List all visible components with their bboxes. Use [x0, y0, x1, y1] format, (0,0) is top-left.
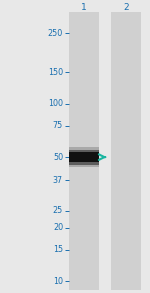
Text: 75: 75 [53, 121, 63, 130]
Text: 2: 2 [123, 3, 129, 12]
Bar [111, 12, 141, 290]
Text: 50: 50 [53, 153, 63, 162]
Bar [69, 150, 99, 165]
Text: 25: 25 [53, 206, 63, 215]
Bar [69, 12, 99, 290]
Text: 150: 150 [48, 68, 63, 77]
Text: 250: 250 [48, 28, 63, 38]
Text: 15: 15 [53, 246, 63, 254]
Bar [69, 147, 99, 167]
Text: 1: 1 [81, 3, 87, 12]
Text: 100: 100 [48, 99, 63, 108]
Text: 10: 10 [53, 277, 63, 286]
Text: 37: 37 [53, 176, 63, 185]
Text: 20: 20 [53, 223, 63, 232]
Bar [69, 152, 99, 162]
